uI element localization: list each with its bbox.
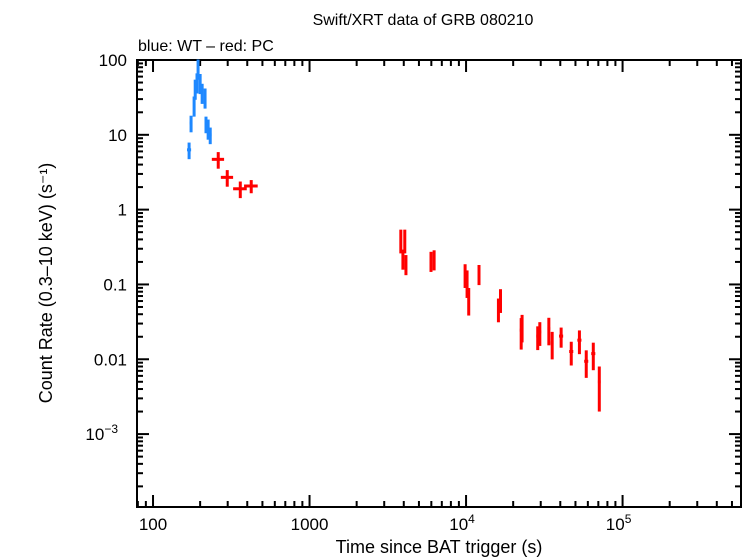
data-point-pc [467,288,471,316]
x-axis-label: Time since BAT trigger (s) [336,537,543,557]
y-tick-label: 10−3 [85,422,118,444]
data-point-wt [198,73,202,95]
data-point-wt [189,115,193,133]
y-tick-label: 1 [118,201,127,220]
data-point-pc [429,251,433,272]
data-point-wt [192,96,196,117]
data-point-pc [538,322,542,346]
chart-title: Swift/XRT data of GRB 080210 [313,12,534,29]
data-point-wt [200,83,204,104]
data-point-pc [597,366,601,412]
y-tick-label: 0.01 [94,350,127,369]
data-point-pc [577,330,582,355]
y-tick-label: 10 [108,126,127,145]
data-point-wt [203,88,207,109]
data-point-wt [196,59,200,80]
data-point-pc [220,170,234,187]
data-point-pc [496,298,500,323]
data-point-pc [477,264,481,286]
data-point-pc [401,249,405,270]
x-tick-label: 100 [139,515,167,534]
data-point-pc [559,327,564,348]
data-point-pc [404,255,408,276]
data-point-pc [233,181,247,199]
data-point-pc [465,270,469,298]
x-tick-label: 1000 [291,515,329,534]
data-point-pc [403,229,407,254]
data-point-pc [550,331,554,360]
axes: 100 1000 104 105 100 10 1 0.1 0.01 10−3 [85,51,742,534]
data-point-pc [244,180,258,194]
data-point-wt [208,127,212,145]
y-tick-label: 0.1 [103,275,127,294]
data-point-pc [520,314,524,343]
data-point-pc [211,152,225,169]
data-point-pc [584,350,589,378]
data-point-pc [591,342,596,371]
x-tick-label: 105 [606,512,632,534]
data-point-pc [547,317,551,346]
data-point-pc [399,229,403,254]
data-point-pc [569,341,574,366]
data-point-pc [432,250,436,271]
y-axis-label: Count Rate (0.3–10 keV) (s⁻¹) [36,163,56,404]
plot-frame [136,59,742,508]
x-tick-label: 104 [449,512,475,534]
data-point-pc [463,264,467,288]
data-points [187,59,601,412]
data-point-wt [187,142,192,160]
data-point-wt [204,116,208,134]
chart-subtitle: blue: WT – red: PC [138,38,274,55]
data-point-pc [499,289,503,313]
y-tick-label: 100 [99,51,127,70]
